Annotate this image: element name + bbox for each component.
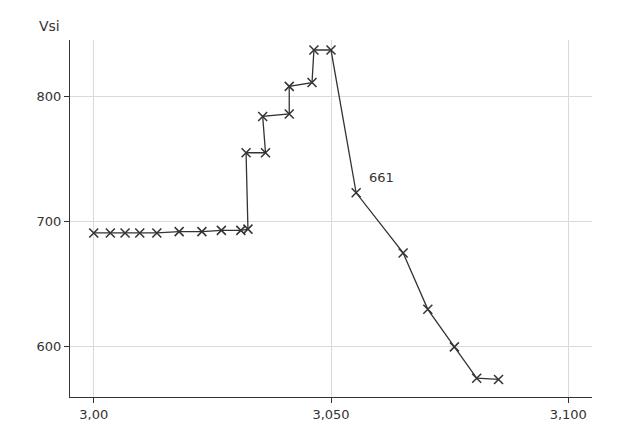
svg-text:661: 661 — [369, 170, 394, 185]
svg-text:600: 600 — [37, 339, 62, 354]
svg-text:Vsi: Vsi — [39, 18, 60, 34]
svg-text:800: 800 — [37, 89, 62, 104]
svg-text:3,100: 3,100 — [550, 407, 587, 422]
svg-text:3,050: 3,050 — [312, 407, 349, 422]
svg-text:3,00: 3,00 — [79, 407, 108, 422]
svg-text:700: 700 — [37, 214, 62, 229]
